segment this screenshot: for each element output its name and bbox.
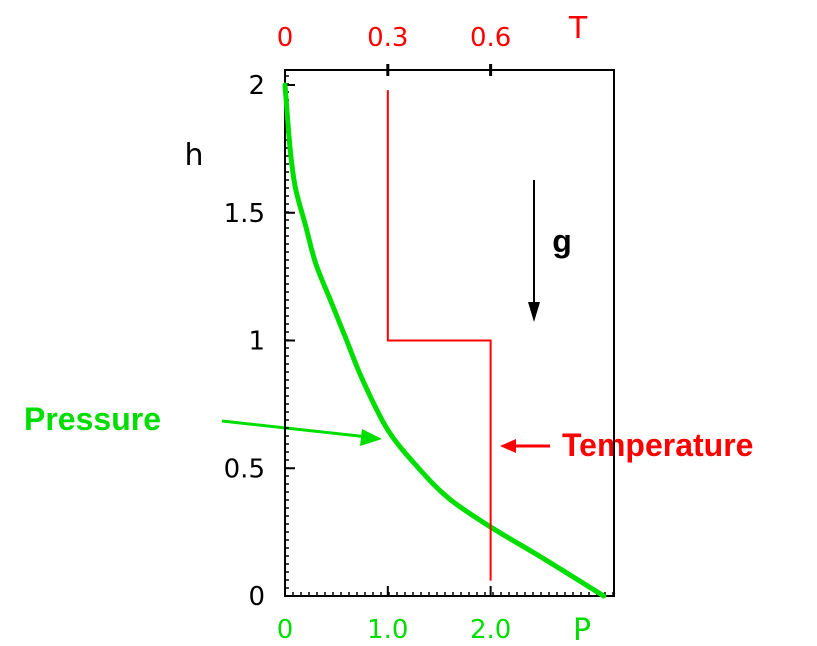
pressure-annotation: Pressure (24, 401, 161, 437)
gravity-arrow (528, 180, 540, 322)
bottom-axis-label: P (573, 613, 591, 646)
pressure-arrow (221, 419, 382, 446)
plot-area: 00.511.520 1.0 2.00 0.3 0.6 (224, 23, 615, 645)
top-tick-label: 0.6 (470, 23, 511, 53)
temperature-series-line (386, 90, 492, 581)
y-tick-label: 2 (248, 71, 265, 101)
top-axis-label: T (568, 11, 588, 46)
y-tick-label: 0.5 (224, 454, 265, 484)
y-tick-label: 0 (248, 582, 265, 612)
bottom-tick-label: 2.0 (470, 615, 511, 645)
bottom-tick-label: 0 (277, 615, 294, 645)
gravity-label: g (552, 223, 572, 259)
temperature-annotation: Temperature (562, 427, 753, 463)
top-tick-label: 0 (277, 23, 294, 53)
plot-frame (284, 69, 615, 597)
temperature-arrow (500, 439, 550, 453)
top-tick-label: 0.3 (367, 23, 408, 53)
y-axis-label: h (184, 138, 203, 173)
bottom-tick-label: 1.0 (367, 615, 408, 645)
y-tick-label: 1.5 (224, 199, 265, 229)
y-tick-label: 1 (248, 327, 265, 357)
